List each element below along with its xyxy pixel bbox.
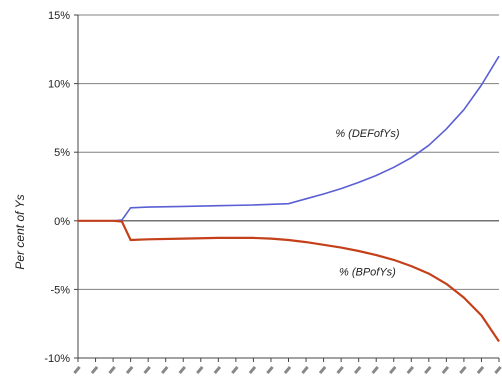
series-annotation: % (BPofYs) xyxy=(339,267,396,279)
x-tick-label xyxy=(336,365,344,375)
x-tick-label xyxy=(248,365,257,375)
x-tick-label xyxy=(318,365,327,375)
x-tick-label xyxy=(108,365,116,375)
x-tick-label xyxy=(196,365,204,375)
x-tick-label xyxy=(406,365,415,375)
x-tick-label xyxy=(353,365,362,375)
x-tick-label xyxy=(266,365,274,375)
x-tick-label xyxy=(231,365,239,375)
x-tick-label xyxy=(494,365,502,375)
series-annotation: % (DEFofYs) xyxy=(335,128,400,140)
y-tick-label: 10% xyxy=(48,79,70,91)
annotations: % (DEFofYs) % (BPofYs) xyxy=(335,128,400,279)
y-tick-labels: 15% 10% 5% 0% -5% -10% xyxy=(44,10,70,365)
x-tick-label xyxy=(90,365,99,375)
series-line-defofys xyxy=(78,55,500,222)
y-tick-label: -10% xyxy=(44,353,70,365)
x-tick-label xyxy=(459,365,467,375)
y-axis-title: Per cent of Ys xyxy=(13,194,27,269)
x-tick-labels xyxy=(73,365,502,375)
x-tick-label xyxy=(371,365,379,375)
x-tick-label xyxy=(301,365,309,375)
series-line-bpofys xyxy=(78,219,500,343)
y-tick-label: -5% xyxy=(50,284,70,296)
y-tick-label: 5% xyxy=(54,147,70,159)
x-tick-label xyxy=(160,365,169,375)
x-tick-label xyxy=(73,365,81,375)
x-tick-label xyxy=(441,365,450,375)
grid-lines xyxy=(78,14,499,359)
y-tick-label: 15% xyxy=(48,10,70,22)
x-tick-label xyxy=(143,365,151,375)
x-tick-label xyxy=(389,365,397,375)
x-tick-label xyxy=(213,365,222,375)
x-tick-label xyxy=(476,365,485,375)
series-lines xyxy=(78,55,500,343)
x-tick-label xyxy=(178,365,186,375)
x-tick-label xyxy=(125,365,134,375)
x-tick-label xyxy=(283,365,292,375)
axes xyxy=(74,14,500,362)
x-tick-label xyxy=(424,365,432,375)
y-tick-label: 0% xyxy=(54,216,70,228)
